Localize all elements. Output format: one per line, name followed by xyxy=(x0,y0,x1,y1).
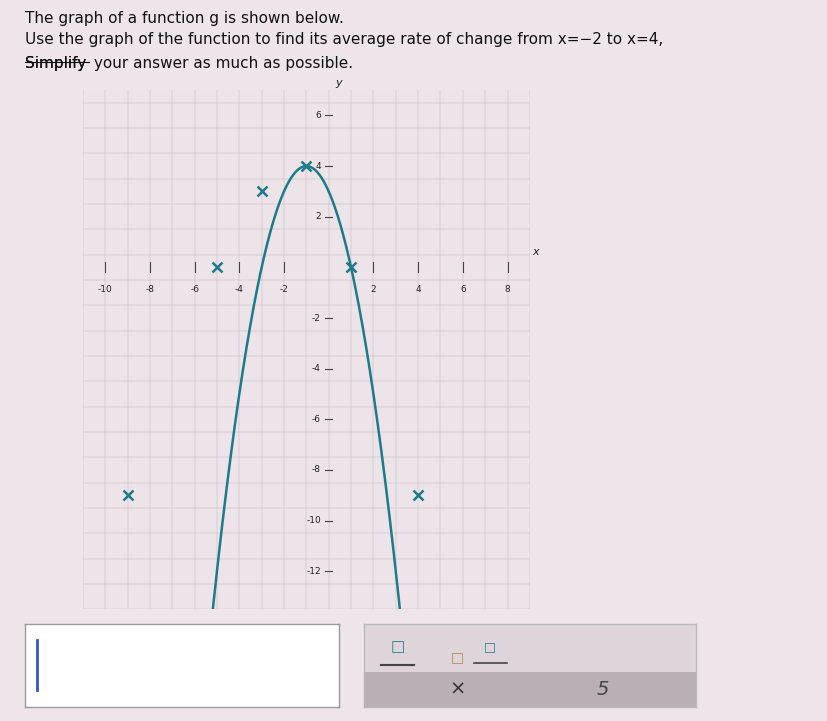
Text: -2: -2 xyxy=(312,314,321,322)
Text: 2: 2 xyxy=(315,212,321,221)
Text: □: □ xyxy=(450,650,463,664)
Text: x: x xyxy=(532,247,538,257)
Text: -4: -4 xyxy=(312,364,321,373)
Text: Use the graph of the function to find its average rate of change from x=−2 to x=: Use the graph of the function to find it… xyxy=(25,32,662,48)
Text: -2: -2 xyxy=(280,285,288,294)
Text: □: □ xyxy=(390,640,404,655)
Text: □: □ xyxy=(484,640,495,653)
Text: -8: -8 xyxy=(312,466,321,474)
Text: □: □ xyxy=(484,673,495,686)
Text: 8: 8 xyxy=(504,285,509,294)
Text: The graph of a function g is shown below.: The graph of a function g is shown below… xyxy=(25,11,343,26)
Text: Simplify: Simplify xyxy=(25,56,86,71)
Text: 6: 6 xyxy=(460,285,465,294)
Text: -10: -10 xyxy=(98,285,112,294)
Text: -6: -6 xyxy=(312,415,321,424)
Text: □: □ xyxy=(390,676,404,691)
Text: y: y xyxy=(335,78,342,87)
Text: 6: 6 xyxy=(315,111,321,120)
Text: 4: 4 xyxy=(315,162,321,171)
Text: -4: -4 xyxy=(235,285,243,294)
Text: -6: -6 xyxy=(190,285,198,294)
Text: 4: 4 xyxy=(415,285,420,294)
Text: Simplify: Simplify xyxy=(25,56,86,71)
Text: -10: -10 xyxy=(306,516,321,525)
Text: your answer as much as possible.: your answer as much as possible. xyxy=(89,56,353,71)
Text: -8: -8 xyxy=(146,285,154,294)
Text: ×: × xyxy=(448,680,465,699)
Text: 2: 2 xyxy=(370,285,375,294)
Text: 5: 5 xyxy=(596,680,608,699)
Text: -12: -12 xyxy=(306,567,321,576)
